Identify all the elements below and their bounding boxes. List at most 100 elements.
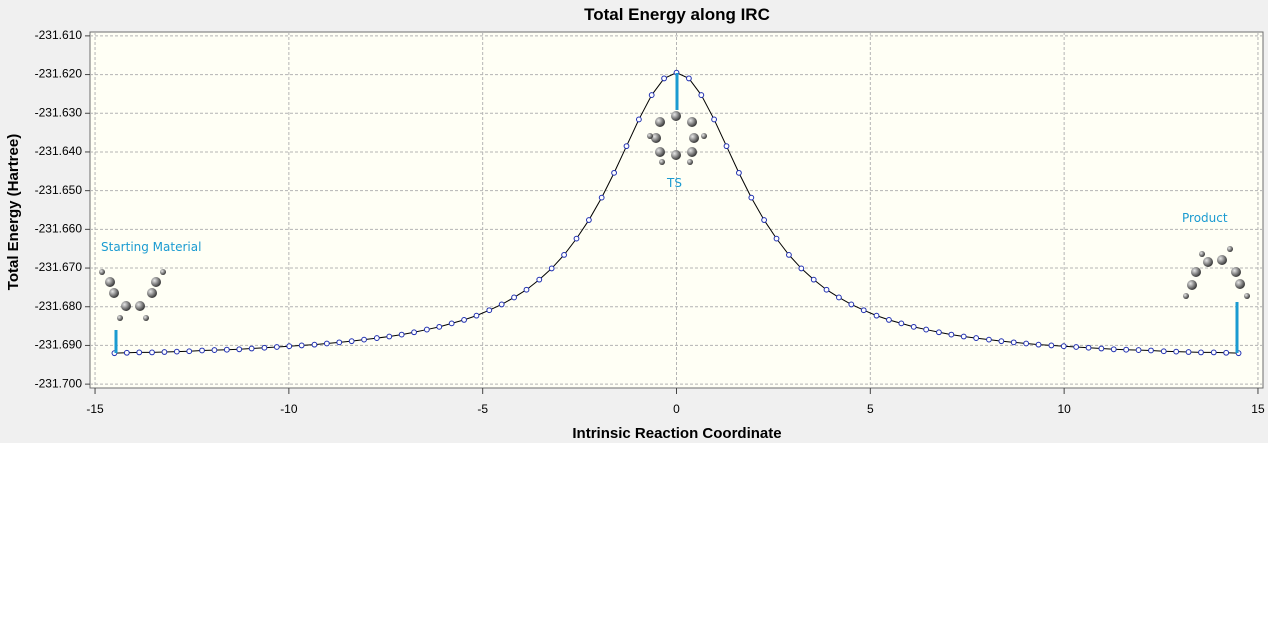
data-point: [161, 349, 168, 355]
data-point: [1073, 344, 1080, 350]
data-point: [236, 346, 243, 353]
data-point: [1010, 339, 1017, 346]
data-point: [986, 336, 992, 343]
data-point: [423, 326, 430, 333]
data-point: [1135, 347, 1142, 353]
y-tick-label: -231.690: [35, 338, 83, 352]
data-point: [273, 344, 280, 350]
data-point: [186, 348, 193, 355]
data-point: [348, 338, 355, 345]
data-point: [1198, 349, 1204, 356]
data-point: [211, 347, 218, 353]
data-layer: [111, 69, 1242, 357]
x-tick-label: -15: [86, 402, 104, 416]
data-point: [1085, 344, 1092, 351]
data-point: [1173, 348, 1180, 355]
x-tick-label: 15: [1251, 402, 1265, 416]
annotation: Product: [1182, 211, 1228, 225]
data-point: [723, 143, 730, 150]
data-point: [598, 194, 605, 201]
data-point: [298, 342, 305, 349]
data-point: [386, 333, 393, 340]
data-point: [661, 75, 667, 82]
grid-layer: [90, 32, 1263, 388]
data-point: [448, 320, 455, 327]
data-point: [585, 217, 592, 223]
data-point: [948, 331, 955, 338]
y-tick-label: -231.630: [35, 105, 83, 119]
data-point: [823, 286, 830, 293]
data-point: [623, 143, 630, 150]
data-point: [323, 340, 330, 347]
data-point: [648, 92, 655, 98]
data-point: [1048, 342, 1055, 349]
data-point: [136, 349, 143, 356]
x-axis-label: Intrinsic Reaction Coordinate: [572, 425, 781, 442]
data-point: [960, 333, 967, 340]
data-point: [1223, 349, 1230, 356]
data-point: [1035, 341, 1042, 348]
data-point: [523, 286, 530, 293]
data-point: [286, 343, 293, 350]
data-point: [748, 194, 755, 201]
data-point: [336, 339, 343, 346]
data-point: [1123, 346, 1130, 353]
annotation: TS: [666, 176, 682, 190]
data-point: [311, 341, 318, 348]
data-point: [548, 265, 555, 272]
data-point: [923, 326, 930, 333]
y-tick-label: -231.620: [35, 67, 83, 81]
data-point: [223, 346, 230, 353]
data-point: [910, 323, 917, 330]
y-tick-label: -231.640: [35, 144, 83, 158]
molecule-ts: [647, 111, 707, 165]
data-point: [873, 312, 880, 319]
data-point: [411, 329, 417, 336]
data-point: [848, 301, 855, 308]
data-point: [261, 344, 268, 351]
data-point: [173, 348, 180, 355]
data-point: [936, 329, 942, 336]
data-point: [1098, 345, 1105, 352]
molecule-product: [1183, 246, 1250, 299]
data-point: [361, 336, 367, 343]
data-point: [149, 349, 155, 356]
data-point: [398, 331, 405, 338]
data-point: [1210, 349, 1217, 356]
data-point: [698, 92, 705, 98]
data-point: [1110, 346, 1117, 353]
data-point: [461, 316, 467, 323]
data-point: [798, 265, 805, 272]
y-axis-label: Total Energy (Hartree): [5, 134, 22, 290]
data-point: [973, 335, 980, 341]
data-point: [436, 323, 443, 330]
data-point: [1185, 349, 1192, 355]
data-point: [561, 251, 567, 258]
x-tick-label: 10: [1057, 402, 1071, 416]
data-point: [736, 169, 742, 176]
data-point: [123, 349, 130, 356]
data-point: [886, 316, 892, 323]
y-tick-label: -231.670: [35, 260, 83, 274]
y-tick-label: -231.660: [35, 222, 83, 236]
x-tick-label: 0: [673, 402, 680, 416]
data-point: [498, 301, 505, 308]
data-point: [536, 276, 543, 283]
data-point: [199, 347, 205, 354]
data-point: [810, 276, 817, 283]
y-tick-label: -231.610: [35, 28, 83, 42]
x-tick-label: -10: [280, 402, 298, 416]
data-point: [860, 307, 867, 314]
data-point: [786, 251, 792, 258]
molecule-starting: [99, 269, 166, 321]
data-point: [373, 335, 380, 341]
chart-title: Total Energy along IRC: [584, 5, 770, 24]
data-point: [686, 75, 692, 82]
y-tick-label: -231.680: [35, 299, 83, 313]
x-tick-label: -5: [477, 402, 488, 416]
data-point: [1160, 348, 1167, 355]
y-tick-label: -231.650: [35, 183, 83, 197]
data-point: [611, 169, 617, 176]
